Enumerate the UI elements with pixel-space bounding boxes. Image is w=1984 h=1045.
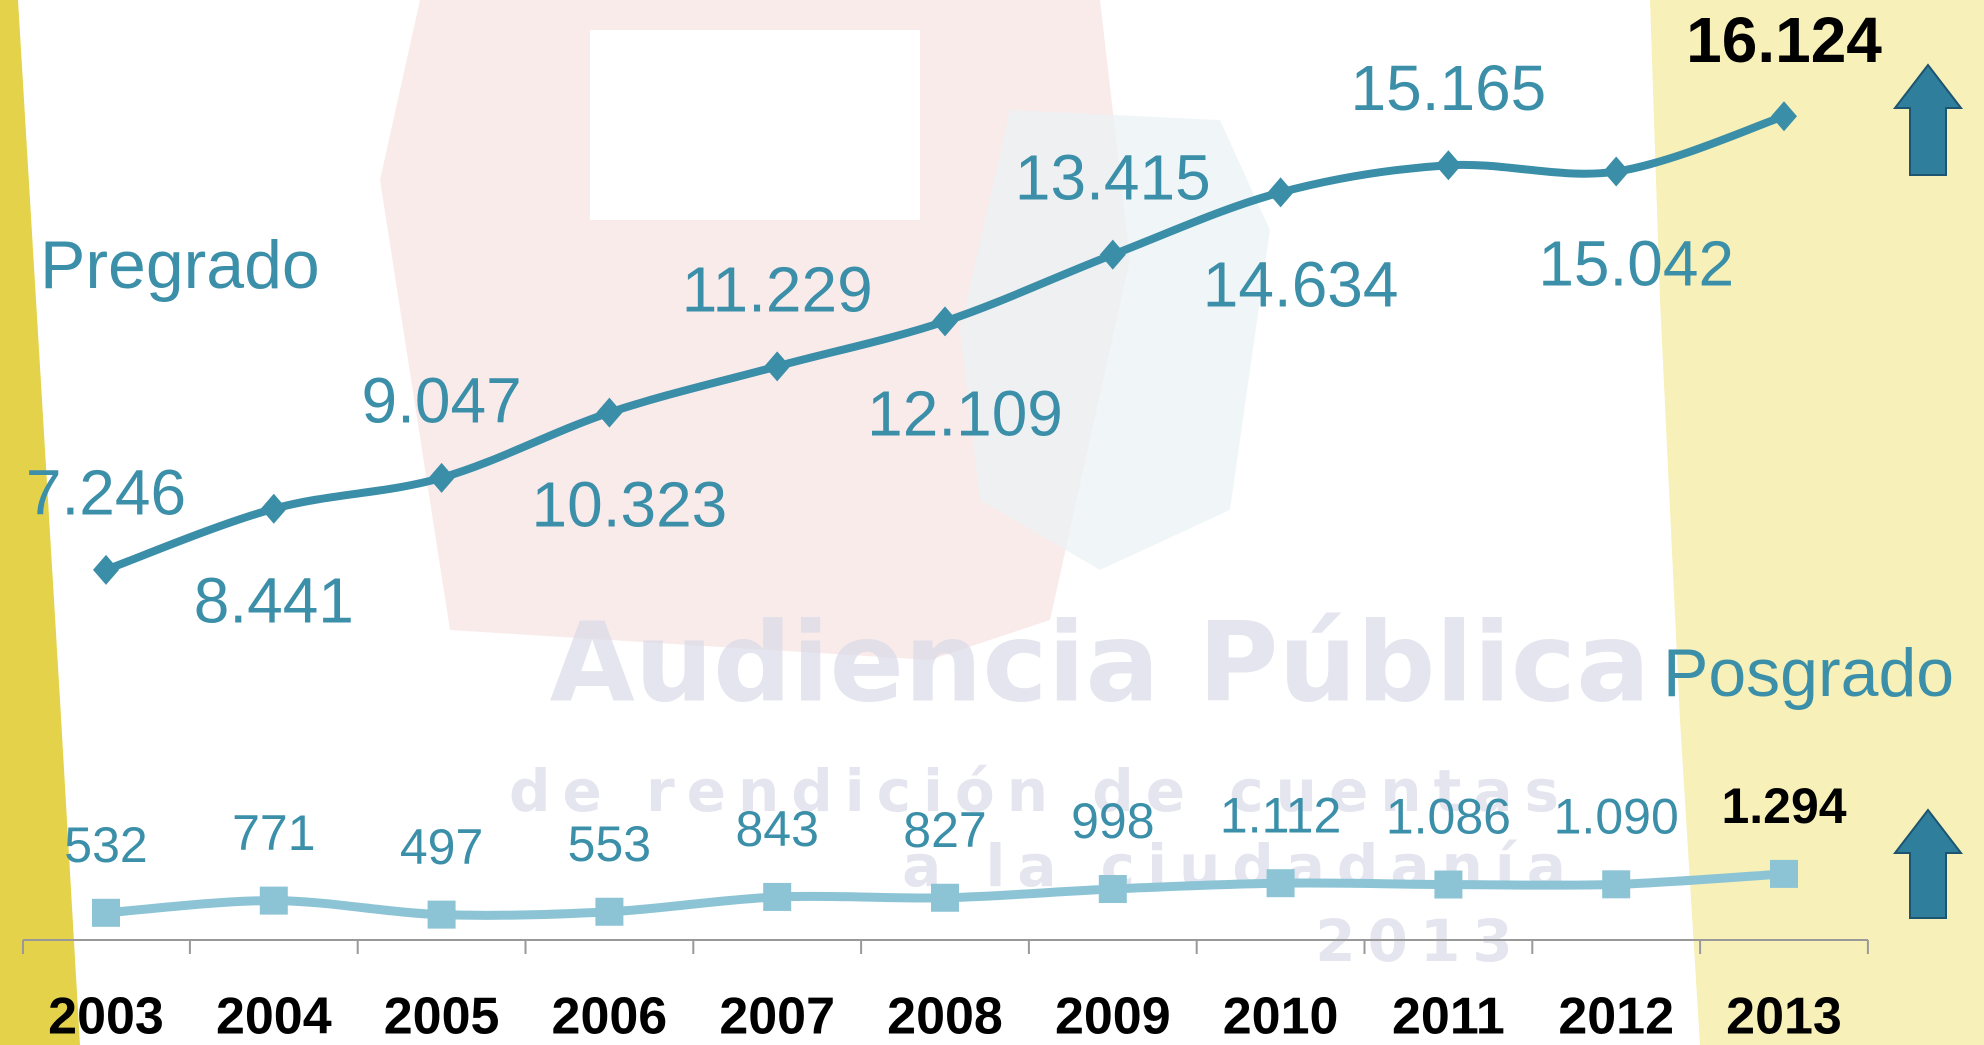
marker — [1268, 177, 1294, 207]
logo-hole — [590, 30, 920, 220]
watermark: 2013 — [1315, 907, 1524, 975]
marker — [931, 884, 959, 912]
data-label: 10.323 — [532, 469, 728, 541]
x-tick-label: 2006 — [552, 988, 668, 1045]
x-tick-label: 2009 — [1055, 988, 1171, 1045]
data-label: 15.042 — [1538, 227, 1734, 299]
data-label: 14.634 — [1203, 248, 1399, 320]
chart: Audiencia Pública de rendición de cuenta… — [0, 0, 1984, 1045]
data-label: 12.109 — [867, 377, 1063, 449]
marker — [595, 898, 623, 926]
marker — [1099, 875, 1127, 903]
x-tick-label: 2010 — [1223, 988, 1339, 1045]
data-label: 15.165 — [1351, 52, 1547, 124]
data-label: 11.229 — [682, 253, 873, 325]
marker — [1603, 157, 1629, 187]
data-label: 497 — [400, 819, 483, 875]
x-tick-label: 2007 — [719, 988, 835, 1045]
marker — [93, 555, 119, 585]
x-tick-label: 2004 — [216, 988, 332, 1045]
watermark: Audiencia Pública — [550, 598, 1651, 726]
marker — [1434, 871, 1462, 899]
data-label: 13.415 — [1015, 142, 1211, 214]
marker — [1267, 869, 1295, 897]
marker — [428, 901, 456, 929]
marker — [1770, 860, 1798, 888]
data-label: 827 — [903, 802, 986, 858]
marker — [261, 494, 287, 524]
series-label: Pregrado — [40, 227, 320, 303]
x-tick-label: 2008 — [887, 988, 1003, 1045]
data-label: 553 — [568, 816, 651, 872]
series-label: Posgrado — [1663, 635, 1954, 711]
data-label: 1.090 — [1554, 789, 1679, 845]
x-tick-label: 2011 — [1392, 988, 1505, 1045]
data-label: 771 — [232, 805, 315, 861]
x-tick-label: 2012 — [1558, 988, 1674, 1045]
data-label: 9.047 — [362, 365, 522, 437]
marker — [92, 899, 120, 927]
data-label: 1.112 — [1220, 787, 1341, 843]
data-label: 532 — [64, 817, 147, 873]
x-tick-label: 2005 — [384, 988, 500, 1045]
data-label: 16.124 — [1686, 4, 1882, 76]
data-label: 7.246 — [26, 457, 186, 529]
x-tick-label: 2013 — [1726, 988, 1842, 1045]
data-label: 8.441 — [194, 565, 354, 637]
marker — [1435, 150, 1461, 180]
x-tick-label: 2003 — [48, 988, 164, 1045]
marker — [763, 883, 791, 911]
data-label: 1.086 — [1386, 789, 1511, 845]
marker — [260, 887, 288, 915]
data-label: 998 — [1071, 793, 1154, 849]
data-label: 1.294 — [1721, 778, 1846, 834]
data-label: 843 — [735, 801, 818, 857]
marker — [1602, 870, 1630, 898]
